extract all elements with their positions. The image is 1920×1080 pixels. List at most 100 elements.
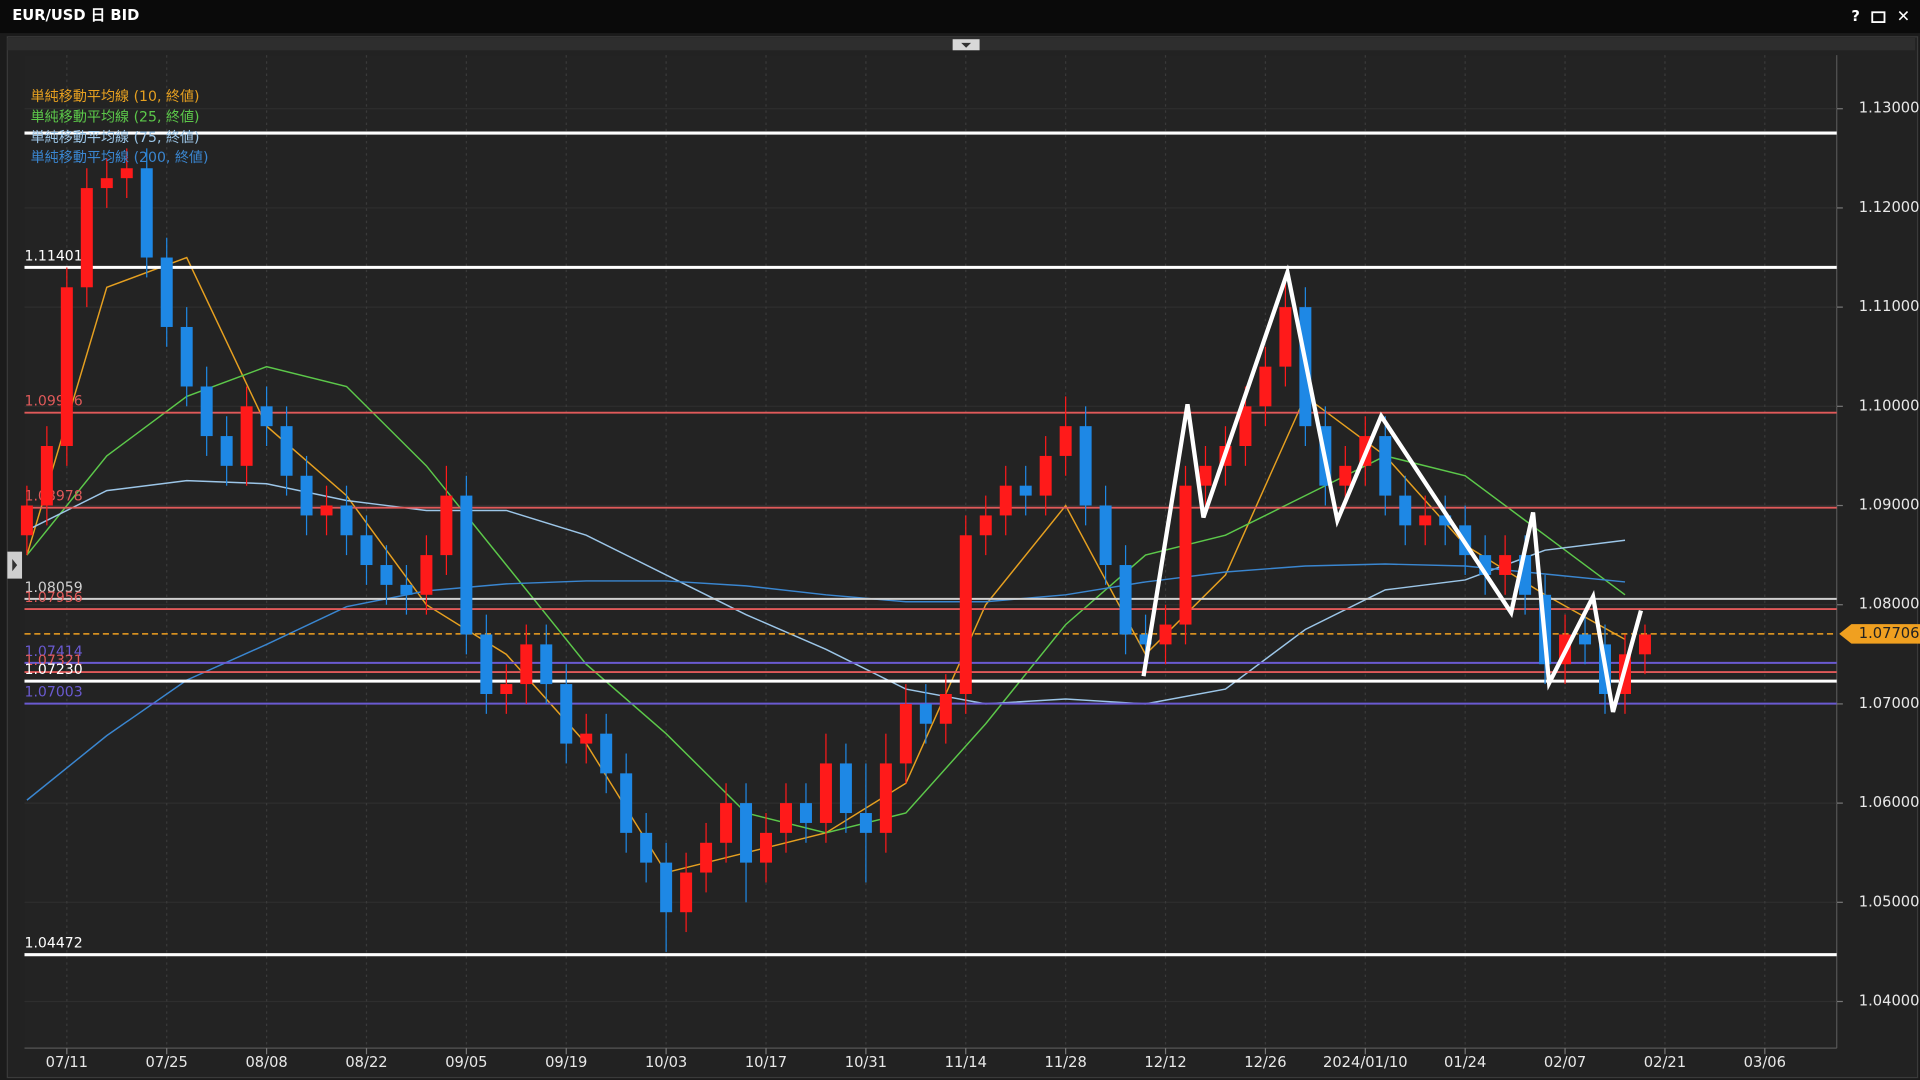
level-label: 1.11401 <box>24 248 82 264</box>
level-label: 1.09936 <box>24 394 82 410</box>
candle-body <box>979 515 992 536</box>
x-tick-label: 11/28 <box>1044 1054 1086 1071</box>
level-label: 1.08978 <box>24 489 82 505</box>
level-label: 1.07230 <box>24 662 82 678</box>
candle-body <box>1279 307 1292 367</box>
candle-body <box>1239 406 1252 447</box>
current-price-label: 1.07706 <box>1859 625 1920 642</box>
y-tick-label: 1.07000 <box>1859 695 1920 712</box>
collapse-arrow <box>961 42 972 48</box>
y-tick-label: 1.10000 <box>1859 397 1920 414</box>
x-tick-label: 08/22 <box>345 1054 387 1071</box>
candle-body <box>360 535 373 566</box>
candle-body <box>740 803 753 863</box>
candle-body <box>540 644 553 685</box>
level-label: 1.07321 <box>24 653 82 669</box>
candle-body <box>1419 515 1432 526</box>
x-tick-label: 07/25 <box>146 1054 188 1071</box>
candle-body <box>1019 485 1032 496</box>
candle-body <box>919 703 932 724</box>
close-button[interactable]: ✕ <box>1897 7 1910 26</box>
candle-body <box>600 733 613 774</box>
side-tab-arrow <box>12 559 18 572</box>
legend-entry: 単純移動平均線 (25, 終値) <box>31 109 200 125</box>
candle-body <box>240 406 253 466</box>
candle-body <box>1119 565 1132 635</box>
candle-body <box>300 475 313 516</box>
candle-body <box>60 287 73 447</box>
y-tick-label: 1.12000 <box>1859 199 1920 216</box>
candle-body <box>80 188 93 288</box>
y-tick-label: 1.06000 <box>1859 794 1920 811</box>
candle-body <box>779 803 792 833</box>
candle-body <box>680 872 693 913</box>
level-label: 1.07956 <box>24 590 82 606</box>
candle-body <box>1379 436 1392 496</box>
y-tick-label: 1.13000 <box>1859 100 1920 117</box>
level-label: 1.07414 <box>24 644 82 660</box>
candle-body <box>799 803 812 823</box>
candle-body <box>1259 366 1272 407</box>
candle-body <box>1199 465 1212 486</box>
candle-body <box>1079 426 1092 506</box>
window-controls: ? ✕ <box>1851 7 1910 26</box>
axes: 1.04000 1.05000 1.06000 1.07000 1.08000 1.090… <box>46 100 1920 1071</box>
candle-body <box>1399 495 1412 526</box>
candle-body <box>620 773 633 833</box>
candle-body <box>1099 505 1112 566</box>
help-button[interactable]: ? <box>1851 8 1860 25</box>
candle-body <box>420 555 433 595</box>
candle-body <box>999 485 1012 516</box>
level-label: 1.08059 <box>24 580 82 596</box>
candle-body <box>520 644 533 685</box>
x-tick-label: 01/24 <box>1444 1054 1486 1071</box>
x-tick-label: 08/08 <box>245 1054 287 1071</box>
candle-body <box>720 803 733 843</box>
candle-body <box>460 495 473 635</box>
x-tick-label: 02/07 <box>1544 1054 1586 1071</box>
y-tick-label: 1.05000 <box>1859 893 1920 910</box>
candle-body <box>660 862 673 913</box>
legend-entry: 単純移動平均線 (10, 終値) <box>31 89 200 105</box>
candle-body <box>1638 634 1651 655</box>
maximize-button[interactable] <box>1871 11 1886 23</box>
candle-body <box>1479 555 1492 575</box>
candle-body <box>40 446 53 506</box>
candle-body <box>140 168 153 258</box>
x-tick-label: 10/31 <box>845 1054 887 1071</box>
x-tick-label: 12/26 <box>1244 1054 1286 1071</box>
y-tick-label: 1.09000 <box>1859 497 1920 514</box>
y-tick-label: 1.04000 <box>1859 992 1920 1009</box>
legend: 単純移動平均線 (10, 終値) 単純移動平均線 (25, 終値) 単純移動平均線 … <box>31 89 209 166</box>
candle-body <box>340 505 353 536</box>
candle-body <box>120 168 133 179</box>
current-price-badge <box>1839 624 1920 644</box>
zigzag-annotation <box>1141 264 1644 713</box>
candle-body <box>440 495 453 556</box>
candle-body <box>1519 555 1532 595</box>
candle-body <box>1159 624 1172 645</box>
x-tick-label: 09/19 <box>545 1054 587 1071</box>
level-label: 1.04472 <box>24 936 82 952</box>
candle-body <box>640 832 653 863</box>
candle-body <box>560 684 573 744</box>
candle-body <box>1579 634 1592 645</box>
y-tick-label: 1.08000 <box>1859 596 1920 613</box>
candle-body <box>939 693 952 724</box>
x-tick-label: 02/21 <box>1644 1054 1686 1071</box>
candle-body <box>20 505 33 536</box>
candle-body <box>100 178 113 189</box>
candle-body <box>580 733 593 744</box>
legend-entry: 単純移動平均線 (200, 終値) <box>31 150 209 166</box>
x-tick-label: 09/05 <box>445 1054 487 1071</box>
ma-line <box>26 479 1626 705</box>
candle-body <box>1339 465 1352 486</box>
candle-body <box>899 703 912 764</box>
candle-body <box>1139 634 1152 645</box>
ma-line <box>26 563 1626 801</box>
candle-body <box>760 832 773 863</box>
candle-body <box>260 406 273 427</box>
candle-body <box>220 436 233 466</box>
